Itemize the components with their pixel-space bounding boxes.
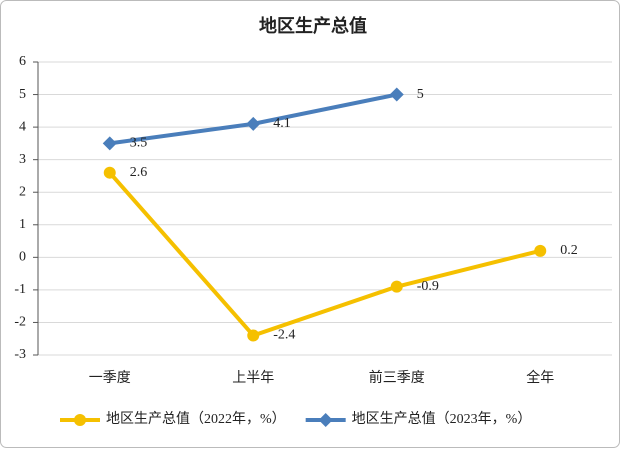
series-line: [108, 171, 541, 338]
point-marker: [318, 413, 333, 427]
y-tick-label: 2: [19, 184, 26, 199]
y-tick-label: -3: [14, 347, 26, 362]
data-label: -0.9: [417, 279, 439, 294]
x-tick-label: 上半年: [232, 370, 274, 386]
chart-title: 地区生产总值: [259, 15, 367, 36]
point-marker: [389, 87, 404, 102]
x-tick-label: 全年: [526, 369, 554, 386]
point-marker: [74, 414, 86, 426]
x-tick-label: 前三季度: [369, 369, 425, 386]
y-tick-label: 4: [19, 119, 26, 134]
data-label: -2.4: [273, 328, 295, 343]
y-tick-label: 3: [19, 152, 26, 167]
point-marker: [103, 166, 116, 179]
data-label: 3.5: [130, 136, 148, 151]
x-tick-label: 一季度: [89, 370, 131, 386]
y-tick-label: 6: [19, 54, 26, 69]
point-marker: [534, 244, 547, 257]
data-label: 2.6: [130, 165, 148, 180]
data-label: 5: [417, 87, 424, 102]
data-label: 4.1: [273, 116, 291, 131]
legend-label: 地区生产总值（2022年，%）: [106, 411, 286, 427]
data-label: 0.2: [560, 243, 578, 258]
y-tick-label: 0: [19, 250, 26, 265]
legend-label: 地区生产总值（2023年，%）: [352, 411, 532, 427]
y-tick-label: -2: [14, 315, 26, 330]
y-tick-label: -1: [14, 282, 26, 297]
point-marker: [246, 116, 261, 131]
y-tick-label: 1: [19, 217, 26, 232]
point-marker: [390, 280, 403, 293]
point-marker: [102, 136, 117, 151]
point-marker: [247, 329, 260, 342]
y-tick-label: 5: [19, 87, 26, 102]
